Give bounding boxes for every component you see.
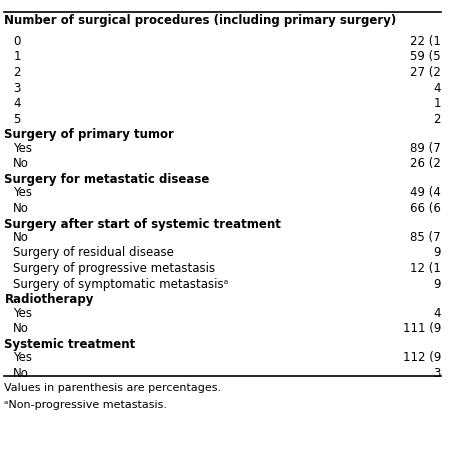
Text: 4: 4	[13, 97, 21, 110]
Text: No: No	[13, 322, 29, 335]
Text: 5: 5	[13, 113, 21, 126]
Text: Yes: Yes	[13, 186, 32, 199]
Text: Systemic treatment: Systemic treatment	[4, 338, 136, 351]
Text: 85 (7: 85 (7	[410, 231, 441, 244]
Text: 1: 1	[13, 50, 21, 63]
Text: Values in parenthesis are percentages.: Values in parenthesis are percentages.	[4, 383, 221, 393]
Text: 27 (2: 27 (2	[410, 66, 441, 79]
Text: 1: 1	[433, 97, 441, 110]
Text: 4: 4	[433, 307, 441, 319]
Text: No: No	[13, 157, 29, 170]
Text: Surgery of symptomatic metastasisᵃ: Surgery of symptomatic metastasisᵃ	[13, 278, 228, 291]
Text: 9: 9	[433, 278, 441, 291]
Text: Yes: Yes	[13, 307, 32, 319]
Text: Surgery of primary tumor: Surgery of primary tumor	[4, 128, 174, 141]
Text: No: No	[13, 231, 29, 244]
Text: No: No	[13, 202, 29, 215]
Text: No: No	[13, 367, 29, 380]
Text: Surgery of residual disease: Surgery of residual disease	[13, 246, 174, 259]
Text: 22 (1: 22 (1	[410, 35, 441, 47]
Text: 2: 2	[433, 113, 441, 126]
Text: 3: 3	[13, 82, 21, 94]
Text: Surgery after start of systemic treatment: Surgery after start of systemic treatmen…	[4, 218, 282, 230]
Text: 12 (1: 12 (1	[410, 262, 441, 275]
Text: 0: 0	[13, 35, 21, 47]
Text: 3: 3	[434, 367, 441, 380]
Text: Surgery of progressive metastasis: Surgery of progressive metastasis	[13, 262, 216, 275]
Text: Yes: Yes	[13, 351, 32, 364]
Text: ᵃNon-progressive metastasis.: ᵃNon-progressive metastasis.	[4, 400, 167, 410]
Text: 112 (9: 112 (9	[402, 351, 441, 364]
Text: 89 (7: 89 (7	[410, 142, 441, 155]
Text: Yes: Yes	[13, 142, 32, 155]
Text: 2: 2	[13, 66, 21, 79]
Text: 49 (4: 49 (4	[410, 186, 441, 199]
Text: Number of surgical procedures (including primary surgery): Number of surgical procedures (including…	[4, 14, 397, 27]
Text: Radiotherapy: Radiotherapy	[4, 293, 94, 306]
Text: 9: 9	[433, 246, 441, 259]
Text: 26 (2: 26 (2	[410, 157, 441, 170]
Text: 59 (5: 59 (5	[410, 50, 441, 63]
Text: 4: 4	[433, 82, 441, 94]
Text: 111 (9: 111 (9	[402, 322, 441, 335]
Text: Surgery for metastatic disease: Surgery for metastatic disease	[4, 173, 210, 186]
Text: 66 (6: 66 (6	[410, 202, 441, 215]
